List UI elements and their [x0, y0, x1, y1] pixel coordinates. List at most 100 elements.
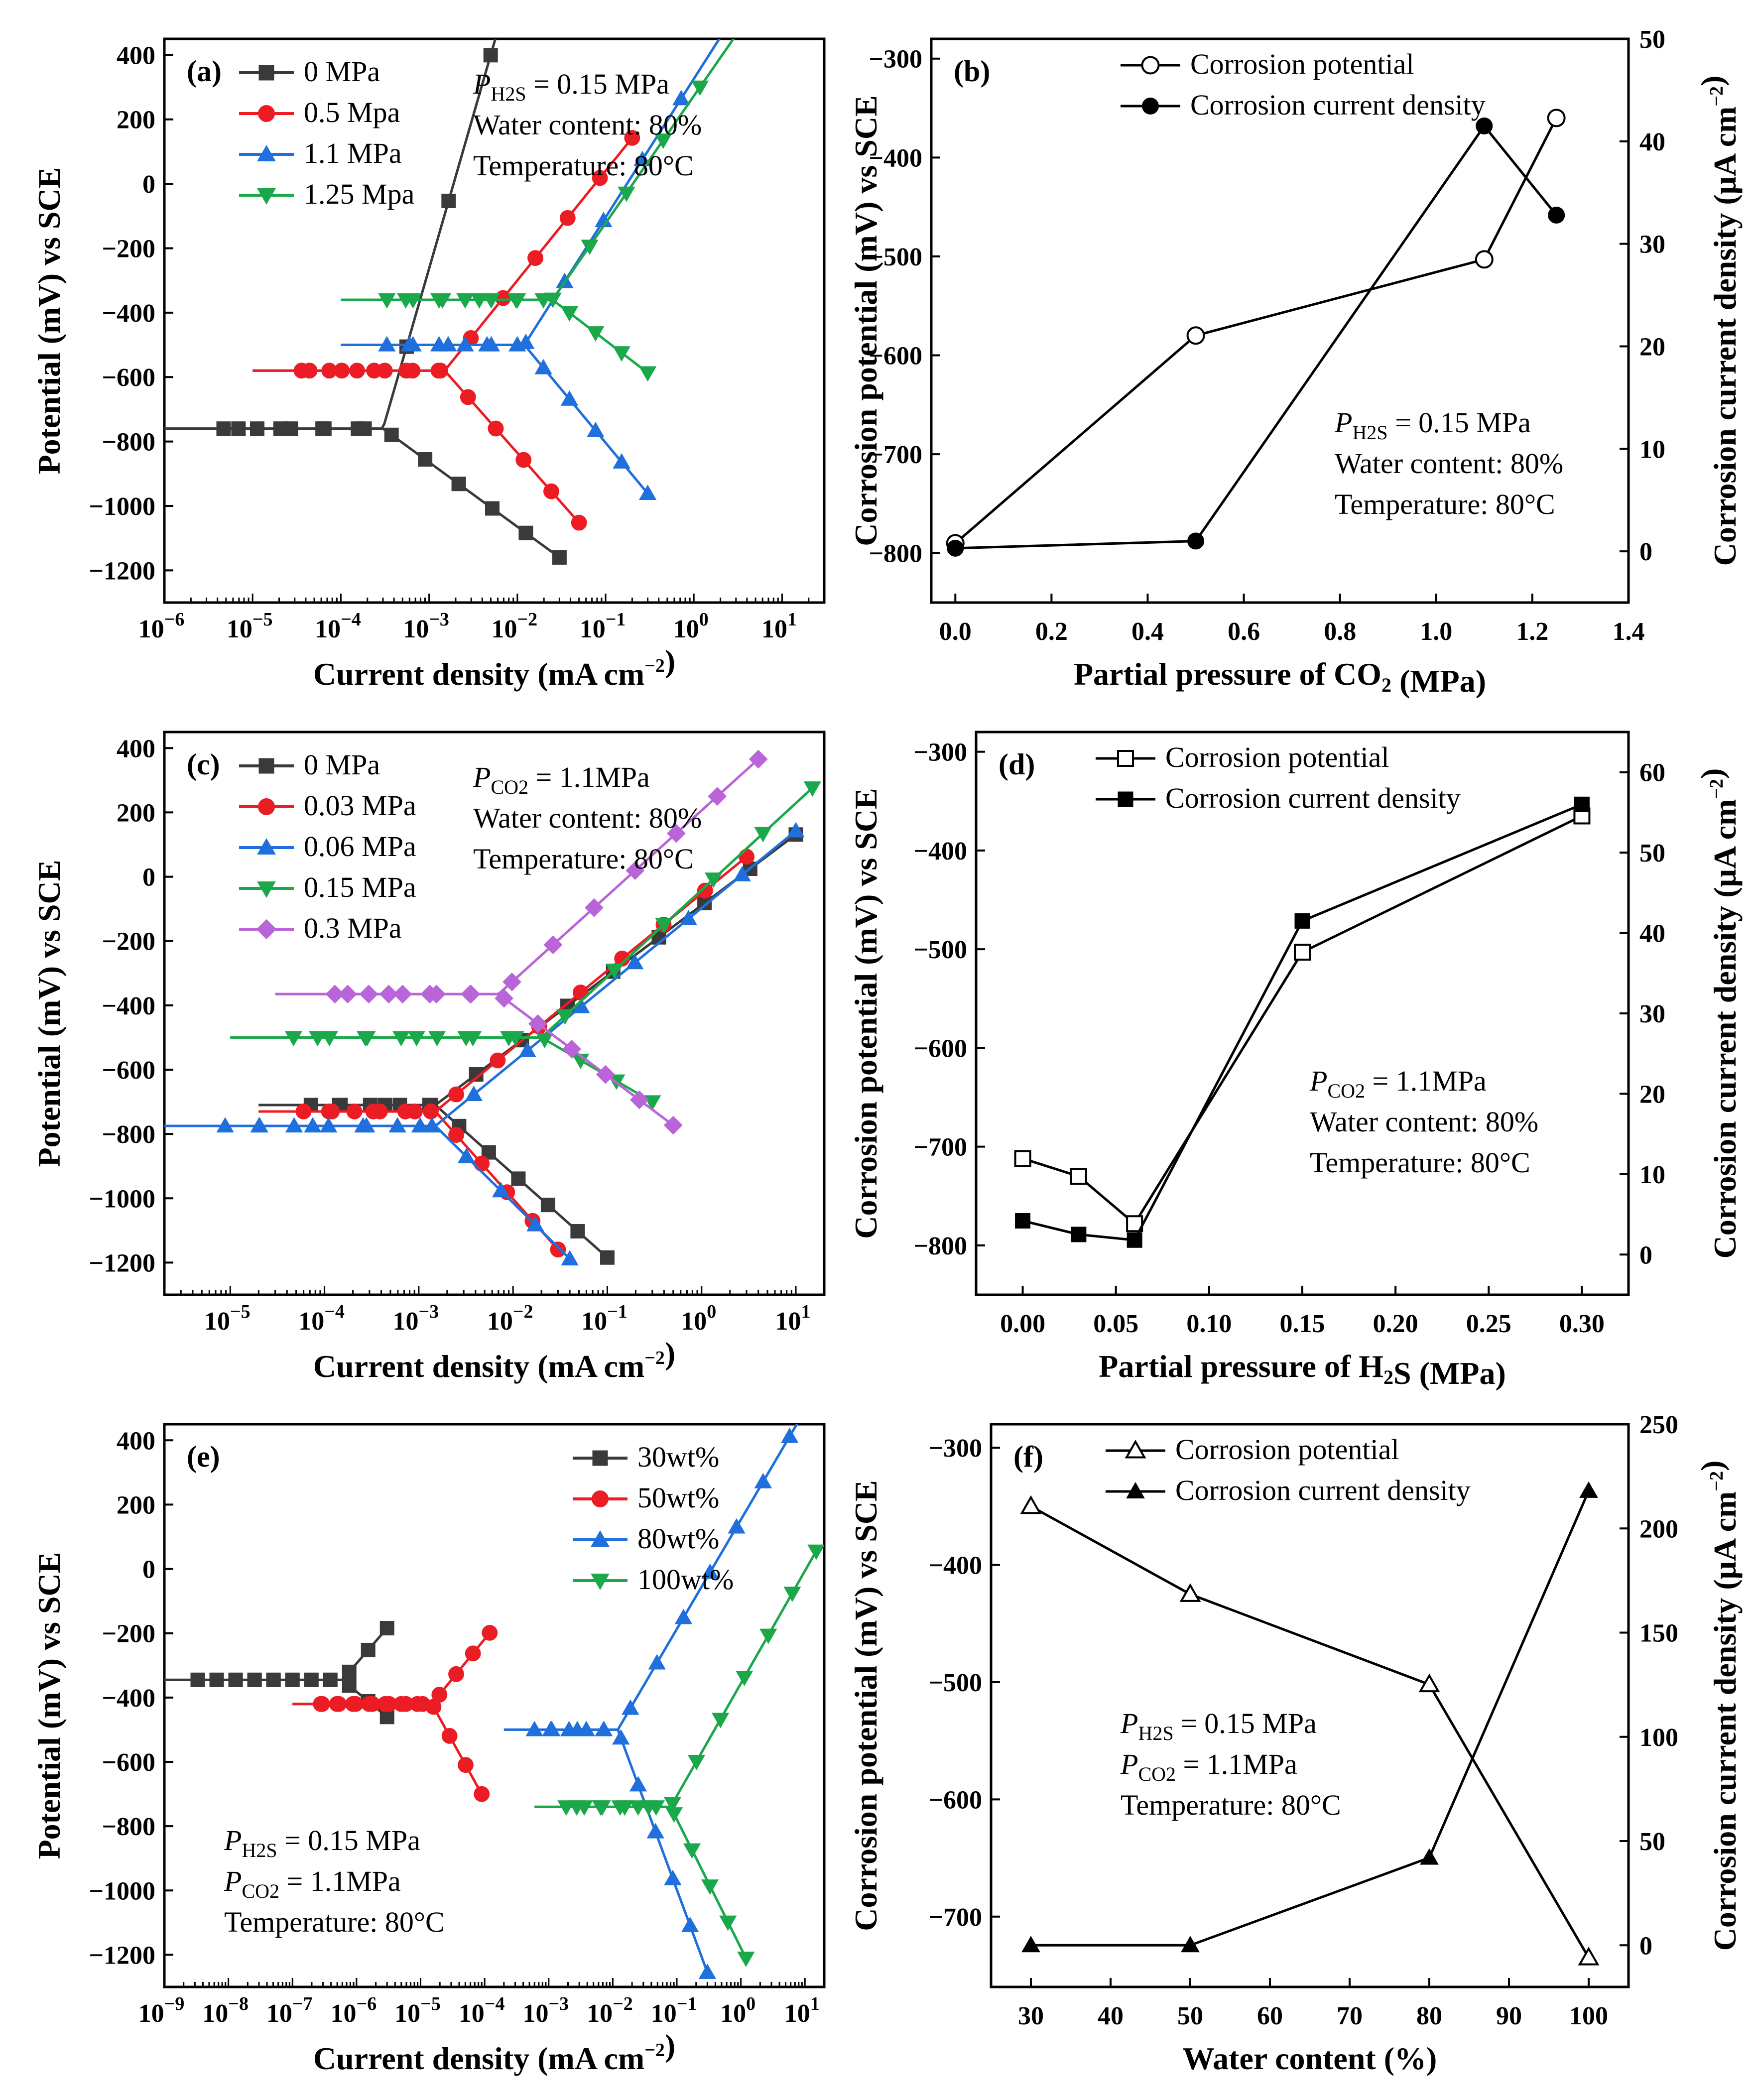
data-marker: [359, 985, 378, 1004]
data-marker: [485, 501, 500, 516]
data-marker: [309, 1031, 327, 1047]
annotation: PH2S = 0.15 MPa: [224, 1824, 420, 1861]
data-marker: [528, 1014, 547, 1033]
data-marker: [570, 1224, 585, 1238]
data-marker: [543, 1721, 561, 1736]
data-marker: [543, 935, 563, 955]
data-marker: [575, 1800, 593, 1816]
data-marker: [638, 485, 657, 500]
legend-label: 80wt%: [637, 1522, 719, 1555]
data-marker: [556, 1009, 574, 1025]
x-tick-label: 0.8: [1324, 618, 1356, 646]
data-marker: [349, 363, 365, 379]
data-marker: [448, 1666, 464, 1682]
data-marker: [518, 525, 533, 540]
legend: Corrosion potential Corrosion current den…: [1121, 48, 1486, 121]
x-tick-label: 80: [1416, 2002, 1442, 2030]
x-tick-label: 10−3: [403, 609, 449, 643]
data-marker: [581, 240, 599, 255]
data-marker: [216, 1117, 234, 1133]
legend-label: Corrosion potential: [1175, 1433, 1399, 1466]
data-marker: [803, 781, 822, 797]
y-tick-label: −800: [102, 1813, 155, 1841]
x-tick-label: 60: [1257, 2002, 1283, 2030]
data-marker: [754, 1473, 772, 1488]
data-marker: [423, 1117, 441, 1133]
legend-label: 0.06 MPa: [304, 830, 416, 863]
data-marker: [342, 1678, 357, 1693]
data-marker: [701, 1563, 719, 1579]
data-marker: [557, 1800, 575, 1816]
data-marker: [674, 1608, 693, 1624]
x-tick-label: 0.2: [1035, 618, 1068, 646]
y-left-axis-label: Corrosion potential (mV) vs SCE: [848, 95, 883, 546]
data-marker: [502, 972, 521, 991]
legend-marker: [1126, 1482, 1145, 1498]
data-marker: [560, 390, 579, 406]
y-tick-label: −600: [102, 1056, 155, 1085]
legend-marker: [1142, 98, 1159, 115]
series-0.15 MPa: [230, 781, 822, 1111]
y-right-tick-label: 0: [1639, 538, 1652, 566]
x-tick-label: 30: [1018, 2002, 1044, 2030]
legend: 0 MPa 0.03 MPa 0.06 MPa 0.15 MPa 0.3 MPa: [239, 748, 416, 944]
x-tick-label: 90: [1496, 2002, 1522, 2030]
chart-c: −1200 −1000 −800 −600 −400 −200 0 200 400 10−5 10−…: [31, 731, 826, 1384]
legend-label: 1.1 MPa: [304, 137, 402, 169]
y-axis-label: Potential (mV) vs SCE: [31, 860, 67, 1167]
series-Corrosion current density: [1015, 796, 1590, 1248]
data-marker: [500, 1031, 518, 1047]
x-tick-label: 10−4: [298, 1301, 345, 1336]
data-point: [1294, 944, 1311, 961]
x-tick-label: 10−4: [315, 609, 361, 643]
legend-label: 0.5 Mpa: [304, 96, 400, 128]
data-marker: [550, 1241, 566, 1258]
legend-marker: [1117, 750, 1134, 767]
series-0.3 MPa: [275, 749, 768, 1135]
x-tick-label: 100: [1569, 2002, 1608, 2030]
annotation: Temperature: 80°C: [1310, 1146, 1530, 1179]
data-point: [1548, 207, 1565, 224]
data-marker: [372, 1104, 388, 1119]
data-marker: [378, 336, 396, 352]
x-tick-label: 70: [1337, 2002, 1363, 2030]
legend: 0 MPa 0.5 Mpa 1.1 MPa 1.25 Mpa: [239, 55, 414, 210]
annotation: Water content: 80%: [473, 109, 702, 141]
annotation: PH2S = 0.15 MPa: [1334, 406, 1531, 444]
data-marker: [540, 1198, 555, 1213]
data-marker: [482, 293, 500, 309]
data-marker: [228, 1672, 243, 1687]
legend-label: 0 MPa: [304, 748, 380, 781]
cathodic-branch: [164, 427, 560, 559]
data-point: [1186, 326, 1205, 345]
data-marker: [664, 1869, 682, 1885]
y-tick-label: −200: [102, 928, 155, 956]
panel-label: (b): [954, 55, 990, 88]
data-marker: [321, 363, 338, 379]
y-right-axis-label: Corrosion current density (μA cm−2): [1694, 76, 1743, 566]
y-tick-label: −600: [102, 364, 155, 392]
data-marker: [559, 210, 576, 226]
legend-marker: [258, 758, 274, 774]
data-marker: [648, 1654, 666, 1670]
data-marker: [285, 1672, 300, 1687]
data-point: [1179, 1583, 1201, 1602]
x-tick-label: 101: [784, 1993, 820, 2028]
series-0.06 MPa: [164, 822, 805, 1266]
data-marker: [423, 1104, 439, 1119]
data-point: [947, 539, 964, 557]
legend-label: 0 MPa: [304, 55, 380, 88]
data-marker: [323, 1672, 338, 1687]
data-point: [1127, 1232, 1142, 1248]
series-line: [1030, 1505, 1590, 1959]
data-marker: [354, 1117, 372, 1133]
data-marker: [482, 336, 500, 352]
data-marker: [534, 293, 552, 309]
y-tick-label: −400: [102, 1684, 155, 1713]
annotation: Water content: 80%: [1335, 447, 1563, 480]
y-tick-label: 400: [117, 1427, 155, 1455]
x-tick-label: 0.6: [1228, 618, 1260, 646]
data-marker: [624, 130, 640, 146]
data-marker: [719, 1915, 737, 1931]
data-marker: [626, 861, 645, 880]
